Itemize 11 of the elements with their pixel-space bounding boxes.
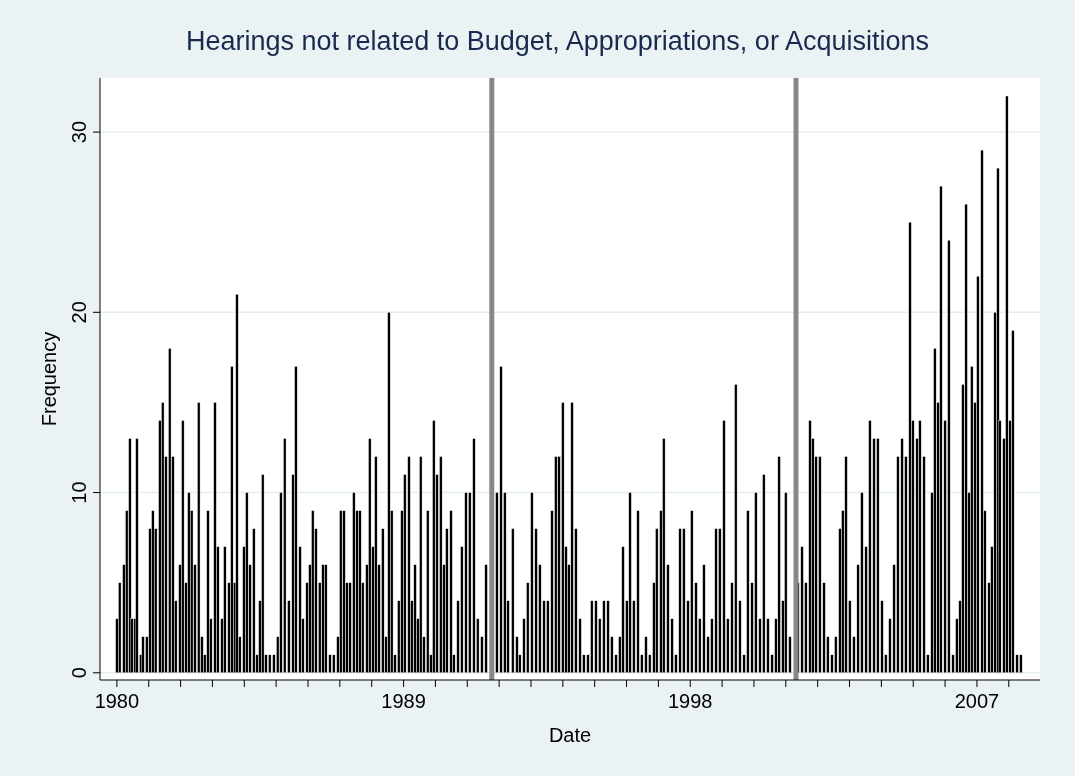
y-tick-label: 20 xyxy=(68,301,90,324)
y-tick-label: 10 xyxy=(68,481,90,504)
chart-title: Hearings not related to Budget, Appropriations, or Acquisitions xyxy=(186,26,929,56)
x-axis-title: Date xyxy=(548,724,592,746)
x-tick-label: 1998 xyxy=(668,690,713,712)
x-tick-label: 2007 xyxy=(954,690,1000,712)
x-tick-label: 1980 xyxy=(94,690,140,712)
y-axis-title: Frequency xyxy=(38,331,60,427)
x-tick-label: 1989 xyxy=(381,690,426,712)
y-tick-label: 0 xyxy=(68,667,90,679)
y-tick-label: 30 xyxy=(68,120,90,144)
